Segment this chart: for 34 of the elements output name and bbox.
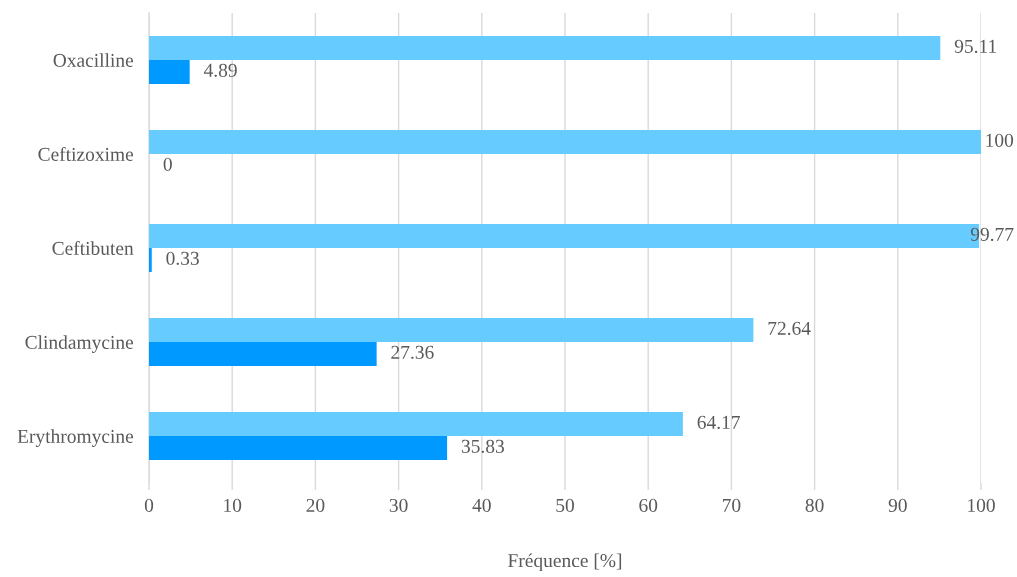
x-tick-label: 10 <box>224 498 242 512</box>
y-tick-label: Ceftizoxime <box>38 147 134 161</box>
data-label: 0.33 <box>166 251 199 265</box>
bar <box>149 318 754 342</box>
x-tick-label: 100 <box>968 498 995 512</box>
data-label: 72.64 <box>768 321 811 335</box>
y-tick-label: Ceftibuten <box>52 241 134 255</box>
x-tick-label: 50 <box>556 498 574 512</box>
x-tick-label: 30 <box>389 498 408 512</box>
data-label: 35.83 <box>461 439 504 453</box>
bar <box>149 248 152 272</box>
bar <box>149 436 448 460</box>
bar <box>149 60 190 84</box>
bar <box>149 412 683 436</box>
data-label: 100 <box>986 133 1014 147</box>
data-label: 64.17 <box>697 415 740 429</box>
x-tick-label: 40 <box>472 498 491 512</box>
x-tick-label: 60 <box>639 498 658 512</box>
data-label: 0 <box>163 157 172 171</box>
y-tick-label: Erythromycine <box>17 429 134 447</box>
x-tick-label: 70 <box>722 498 741 512</box>
x-tick-label: 0 <box>144 498 154 512</box>
y-tick-label: Clindamycine <box>25 335 134 353</box>
data-label: 4.89 <box>203 63 237 77</box>
y-tick-label: Oxacilline <box>53 53 134 67</box>
data-label: 95.11 <box>954 39 997 53</box>
x-tick-label: 20 <box>306 498 325 512</box>
bar <box>149 342 377 366</box>
x-tick-label: 80 <box>805 498 824 512</box>
bar <box>149 36 941 60</box>
x-tick-label: 90 <box>888 498 907 512</box>
x-axis-title: Fréquence [%] <box>508 553 622 572</box>
data-label: 27.36 <box>391 345 434 359</box>
bar <box>149 130 981 154</box>
